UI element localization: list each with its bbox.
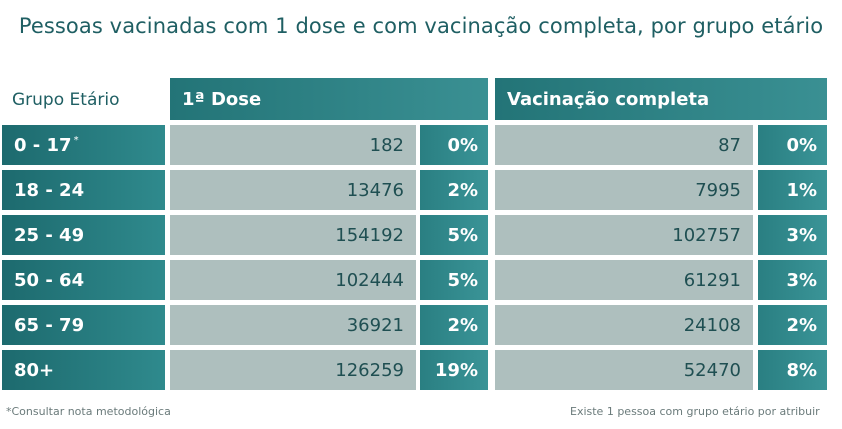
group-cell: 0 - 17 * <box>2 125 165 165</box>
first-dose-value-cell: 126259 <box>170 350 416 390</box>
complete-value-cell-text: 52470 <box>683 359 741 381</box>
first-dose-value-cell-text: 36921 <box>346 314 404 336</box>
first-dose-pct-cell: 5% <box>420 260 488 300</box>
first-dose-pct-cell-text: 5% <box>447 224 478 246</box>
first-dose-pct-cell-text: 2% <box>447 179 478 201</box>
first-dose-pct-cell: 5% <box>420 215 488 255</box>
first-dose-pct-cell-text: 19% <box>434 359 478 381</box>
first-dose-value-cell: 36921 <box>170 305 416 345</box>
group-cell-text: 65 - 79 <box>14 314 85 336</box>
first-dose-value-cell: 182 <box>170 125 416 165</box>
first-dose-pct-cell: 2% <box>420 170 488 210</box>
complete-value-cell-text: 7995 <box>695 179 741 201</box>
first-dose-value-cell-text: 102444 <box>335 269 404 291</box>
complete-pct-cell-text: 3% <box>786 224 817 246</box>
first-dose-pct-cell: 0% <box>420 125 488 165</box>
complete-value-cell-text: 61291 <box>683 269 741 291</box>
complete-value-cell-text: 87 <box>718 134 741 156</box>
footnote-marker: * <box>73 134 79 146</box>
footnote-unassigned: Existe 1 pessoa com grupo etário por atr… <box>570 405 820 418</box>
group-cell: 80+ <box>2 350 165 390</box>
first-dose-pct-cell: 19% <box>420 350 488 390</box>
complete-pct-cell-text: 2% <box>786 314 817 336</box>
complete-pct-cell-text: 3% <box>786 269 817 291</box>
group-cell: 50 - 64 <box>2 260 165 300</box>
complete-value-cell: 87 <box>495 125 753 165</box>
first-dose-pct-cell: 2% <box>420 305 488 345</box>
complete-value-cell-text: 102757 <box>672 224 741 246</box>
first-dose-value-cell: 154192 <box>170 215 416 255</box>
first-dose-value-cell-text: 126259 <box>335 359 404 381</box>
group-cell-text: 50 - 64 <box>14 269 85 291</box>
group-cell-text: 80+ <box>14 359 55 381</box>
group-cell-text: 18 - 24 <box>14 179 85 201</box>
group-column-header: Grupo Etário <box>12 90 120 110</box>
first-dose-pct-cell-text: 5% <box>447 269 478 291</box>
complete-value-cell: 7995 <box>495 170 753 210</box>
first-dose-value-cell-text: 13476 <box>346 179 404 201</box>
complete-value-cell: 61291 <box>495 260 753 300</box>
complete-pct-cell: 0% <box>758 125 827 165</box>
first-dose-value-cell: 102444 <box>170 260 416 300</box>
first-dose-pct-cell-text: 0% <box>447 134 478 156</box>
chart-title: Pessoas vacinadas com 1 dose e com vacin… <box>18 14 824 38</box>
footnote-methodology: *Consultar nota metodológica <box>6 405 171 418</box>
complete-pct-cell: 3% <box>758 215 827 255</box>
first-dose-value-cell-text: 182 <box>369 134 404 156</box>
group-cell: 25 - 49 <box>2 215 165 255</box>
complete-pct-cell-text: 1% <box>786 179 817 201</box>
complete-pct-cell: 1% <box>758 170 827 210</box>
group-cell-text: 25 - 49 <box>14 224 85 246</box>
complete-value-cell-text: 24108 <box>683 314 741 336</box>
group-cell-text: 0 - 17 <box>14 134 72 156</box>
first-dose-pct-cell-text: 2% <box>447 314 478 336</box>
group-cell: 18 - 24 <box>2 170 165 210</box>
complete-pct-cell-text: 0% <box>786 134 817 156</box>
complete-pct-cell-text: 8% <box>786 359 817 381</box>
complete-pct-cell: 2% <box>758 305 827 345</box>
complete-value-cell: 24108 <box>495 305 753 345</box>
group-cell: 65 - 79 <box>2 305 165 345</box>
complete-value-cell: 52470 <box>495 350 753 390</box>
first-dose-value-cell-text: 154192 <box>335 224 404 246</box>
complete-value-cell: 102757 <box>495 215 753 255</box>
first-dose-value-cell: 13476 <box>170 170 416 210</box>
first-dose-column-header: 1ª Dose <box>170 78 488 120</box>
complete-pct-cell: 3% <box>758 260 827 300</box>
complete-column-header: Vacinação completa <box>495 78 827 120</box>
complete-pct-cell: 8% <box>758 350 827 390</box>
